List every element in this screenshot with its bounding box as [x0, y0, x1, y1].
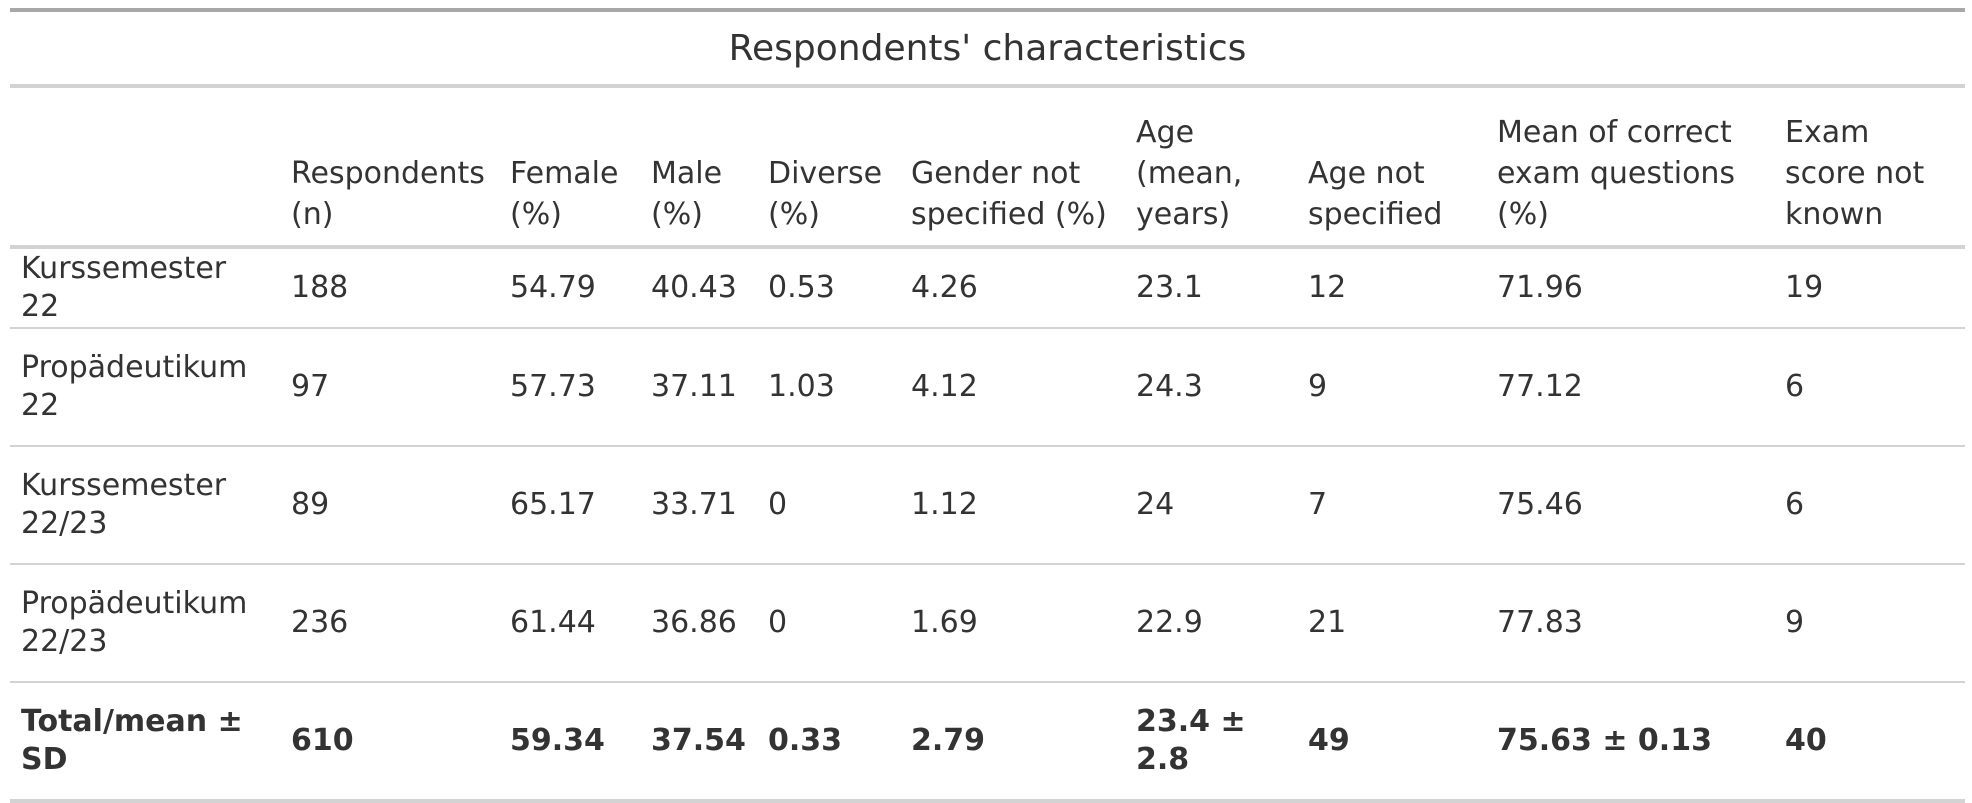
cell-diverse: 0.53 [757, 247, 900, 329]
cell-exam-not-known: 9 [1774, 564, 1966, 683]
header-cell-age-not-specified: Age not specified [1297, 86, 1486, 249]
table-title: Respondents' characteristics [10, 10, 1966, 88]
cell-exam-mean: 71.96 [1486, 247, 1774, 329]
cell-male: 33.71 [640, 446, 757, 565]
header-cell-exam-not-known: Exam score not known [1774, 86, 1966, 249]
cell-diverse: 0 [757, 446, 900, 565]
row-label: Propädeutikum 22 [10, 328, 280, 447]
header-cell-respondents: Respondents (n) [280, 86, 499, 249]
table-row: Propädeutikum 22/23 236 61.44 36.86 0 1.… [10, 564, 1966, 683]
cell-age-mean: 22.9 [1125, 564, 1297, 683]
cell-exam-mean: 77.83 [1486, 564, 1774, 683]
cell-gender-not-specified: 4.26 [900, 247, 1125, 329]
cell-age-mean: 23.1 [1125, 247, 1297, 329]
cell-male: 36.86 [640, 564, 757, 683]
header-cell-age-mean: Age (mean, years) [1125, 86, 1297, 249]
header-cell-exam-mean: Mean of correct exam questions (%) [1486, 86, 1774, 249]
total-age-mean: 23.4 ± 2.8 [1136, 704, 1246, 777]
row-label: Propädeutikum 22/23 [10, 564, 280, 683]
total-female: 59.34 [510, 723, 605, 758]
total-row: Total/mean ± SD 610 59.34 37.54 0.33 2.7… [10, 682, 1965, 801]
cell-male: 37.11 [640, 328, 757, 447]
table-row: Kurssemester 22/23 89 65.17 33.71 0 1.12… [10, 446, 1966, 565]
cell-exam-mean: 75.46 [1486, 446, 1774, 565]
cell-gender-not-specified: 1.69 [900, 564, 1125, 683]
cell-respondents: 188 [280, 247, 499, 329]
header-cell-group [10, 86, 280, 249]
cell-age-not-specified: 7 [1297, 446, 1486, 565]
header-cell-gender-not-specified: Gender not specified (%) [900, 86, 1125, 249]
cell-respondents: 236 [280, 564, 499, 683]
cell-respondents: 97 [280, 328, 499, 447]
cell-male: 40.43 [640, 247, 757, 329]
total-exam-mean: 75.63 ± 0.13 [1497, 723, 1712, 758]
total-age-not-specified: 49 [1308, 723, 1350, 758]
cell-respondents: 89 [280, 446, 499, 565]
cell-diverse: 0 [757, 564, 900, 683]
cell-age-not-specified: 21 [1297, 564, 1486, 683]
cell-exam-mean: 77.12 [1486, 328, 1774, 447]
total-label: Total/mean ± SD [21, 704, 243, 777]
cell-female: 57.73 [499, 328, 640, 447]
header-cell-female: Female (%) [499, 86, 640, 249]
cell-exam-not-known: 6 [1774, 328, 1966, 447]
table-row: Propädeutikum 22 97 57.73 37.11 1.03 4.1… [10, 328, 1966, 447]
table-row: Kurssemester 22 188 54.79 40.43 0.53 4.2… [10, 247, 1966, 329]
respondents-characteristics-table: Respondents' characteristics Respondents… [10, 8, 1966, 803]
characteristics-table-wrapper: Respondents' characteristics Respondents… [10, 8, 1966, 803]
header-row: Respondents (n) Female (%) Male (%) Dive… [10, 86, 1966, 249]
cell-age-mean: 24.3 [1125, 328, 1297, 447]
row-label: Kurssemester 22 [10, 247, 280, 329]
cell-age-mean: 24 [1125, 446, 1297, 565]
row-label: Kurssemester 22/23 [10, 446, 280, 565]
cell-diverse: 1.03 [757, 328, 900, 447]
cell-exam-not-known: 19 [1774, 247, 1966, 329]
title-row: Respondents' characteristics [10, 10, 1966, 88]
header-cell-diverse: Diverse (%) [757, 86, 900, 249]
cell-female: 65.17 [499, 446, 640, 565]
total-respondents: 610 [291, 723, 354, 758]
cell-female: 54.79 [499, 247, 640, 329]
total-exam-not-known: 40 [1785, 723, 1827, 758]
cell-exam-not-known: 6 [1774, 446, 1966, 565]
total-gender-not-specified: 2.79 [911, 723, 986, 758]
cell-female: 61.44 [499, 564, 640, 683]
cell-age-not-specified: 9 [1297, 328, 1486, 447]
cell-gender-not-specified: 4.12 [900, 328, 1125, 447]
cell-age-not-specified: 12 [1297, 247, 1486, 329]
cell-gender-not-specified: 1.12 [900, 446, 1125, 565]
total-male: 37.54 [651, 723, 746, 758]
header-cell-male: Male (%) [640, 86, 757, 249]
total-diverse: 0.33 [768, 723, 843, 758]
